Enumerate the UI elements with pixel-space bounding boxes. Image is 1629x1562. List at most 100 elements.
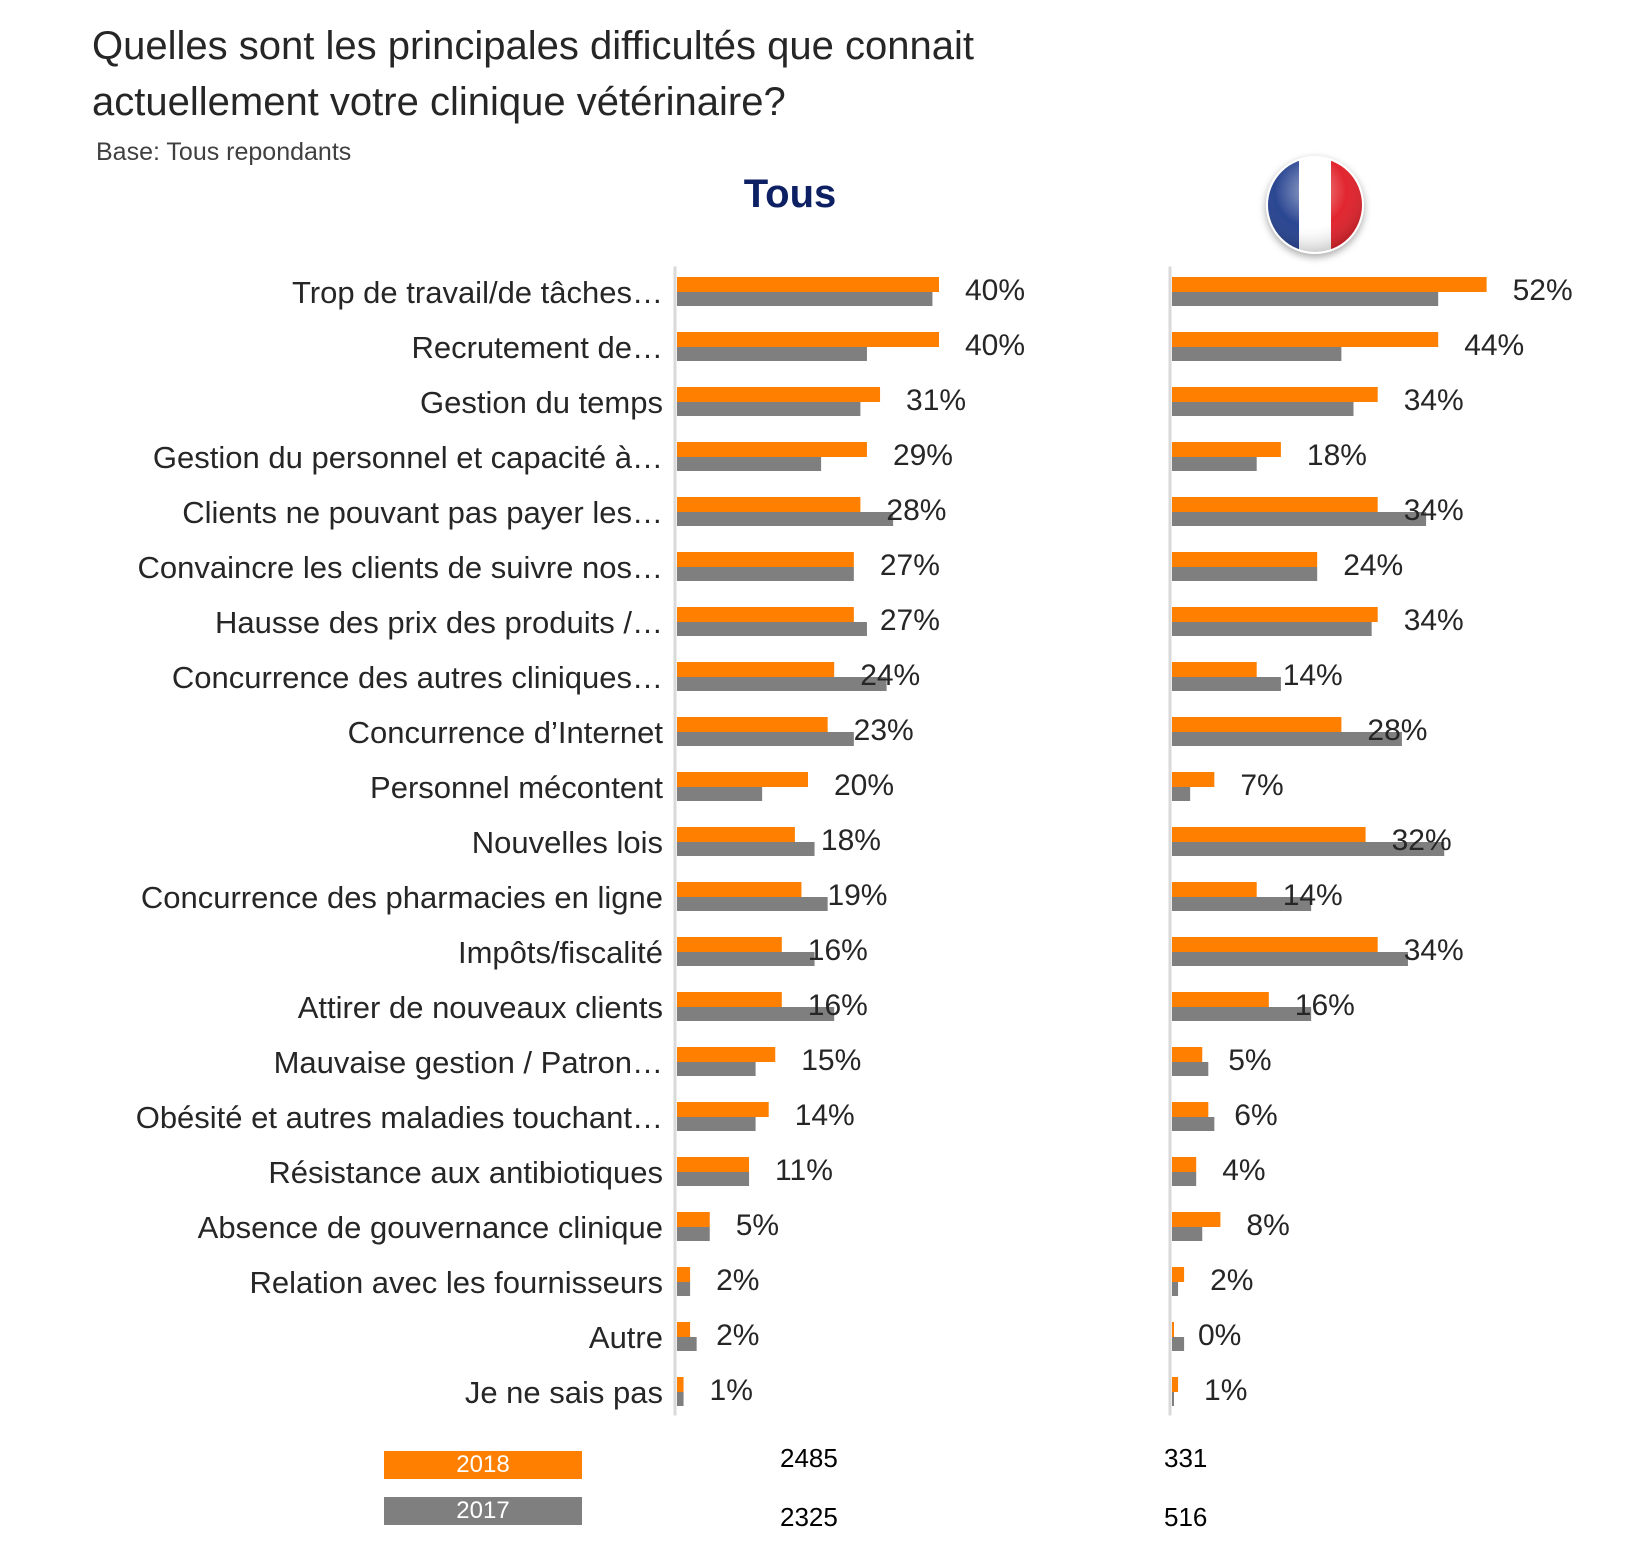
bar-2018-france — [1172, 1157, 1197, 1172]
data-label-tous: 27% — [880, 549, 940, 582]
bar-2018-france — [1172, 1212, 1221, 1227]
data-label-france: 14% — [1283, 659, 1343, 692]
chart-title-line-2: actuellement votre clinique vétérinaire? — [92, 80, 786, 124]
category-label: Personnel mécontent — [370, 770, 663, 805]
bar-2018-tous — [677, 882, 802, 897]
category-label: Convaincre les clients de suivre nos… — [137, 550, 663, 585]
bar-2017-tous — [677, 952, 815, 966]
bar-2018-france — [1172, 1377, 1179, 1392]
bar-2017-france — [1172, 1227, 1203, 1241]
data-label-tous: 2% — [716, 1264, 759, 1297]
bar-2018-france — [1172, 442, 1281, 457]
bar-2018-france — [1172, 772, 1215, 787]
bar-2018-france — [1172, 607, 1378, 622]
data-label-france: 28% — [1367, 714, 1427, 747]
category-label: Résistance aux antibiotiques — [268, 1155, 663, 1190]
data-label-tous: 14% — [795, 1099, 855, 1132]
category-label: Clients ne pouvant pas payer les… — [182, 495, 663, 530]
bar-2017-tous — [677, 1172, 750, 1186]
data-label-france: 0% — [1198, 1319, 1241, 1352]
bar-2018-tous — [677, 1157, 750, 1172]
bar-2017-tous — [677, 1062, 756, 1076]
category-label: Gestion du personnel et capacité à… — [153, 440, 663, 475]
bar-2017-france — [1172, 1282, 1179, 1296]
bar-2018-france — [1172, 552, 1318, 567]
data-label-tous: 29% — [893, 439, 953, 472]
bar-2017-france — [1172, 952, 1408, 966]
bar-2017-france — [1172, 1337, 1185, 1351]
category-label: Attirer de nouveaux clients — [298, 990, 663, 1025]
data-label-tous: 16% — [808, 989, 868, 1022]
bar-2017-tous — [677, 292, 933, 306]
data-label-france: 6% — [1234, 1099, 1277, 1132]
data-label-france: 2% — [1210, 1264, 1253, 1297]
data-label-tous: 19% — [827, 879, 887, 912]
bar-2017-france — [1172, 1062, 1209, 1076]
bar-2018-tous — [677, 497, 861, 512]
bar-2017-tous — [677, 897, 828, 911]
category-label: Concurrence des autres cliniques… — [172, 660, 663, 695]
category-label: Concurrence d’Internet — [348, 715, 664, 750]
data-label-tous: 15% — [801, 1044, 861, 1077]
bar-2018-tous — [677, 442, 867, 457]
bar-2017-tous — [677, 457, 822, 471]
bar-2018-france — [1172, 277, 1487, 292]
bar-2017-tous — [677, 347, 867, 361]
bar-2018-france — [1172, 827, 1366, 842]
bar-2017-france — [1172, 1007, 1312, 1021]
data-label-tous: 20% — [834, 769, 894, 802]
bar-2018-tous — [677, 1212, 710, 1227]
bar-2018-tous — [677, 607, 854, 622]
bar-2018-france — [1172, 1267, 1185, 1282]
data-label-tous: 18% — [821, 824, 881, 857]
bar-2018-france — [1172, 662, 1257, 677]
category-label: Impôts/fiscalité — [458, 935, 663, 970]
data-label-france: 24% — [1343, 549, 1403, 582]
bar-2017-tous — [677, 567, 854, 581]
sample-size-france-2018: 331 — [1164, 1443, 1208, 1473]
category-label: Trop de travail/de tâches… — [292, 275, 663, 310]
bar-2018-tous — [677, 277, 939, 292]
bar-2018-france — [1172, 332, 1439, 347]
bar-2018-tous — [677, 827, 795, 842]
data-label-france: 18% — [1307, 439, 1367, 472]
bar-2018-tous — [677, 717, 828, 732]
bar-2018-france — [1172, 992, 1269, 1007]
bar-2017-tous — [677, 1392, 684, 1406]
data-label-france: 34% — [1404, 934, 1464, 967]
category-label: Gestion du temps — [420, 385, 663, 420]
bar-2017-tous — [677, 732, 854, 746]
bar-2018-tous — [677, 1102, 769, 1117]
bar-2018-france — [1172, 387, 1378, 402]
legend-swatch-2018: 2018 — [384, 1451, 582, 1479]
data-label-tous: 11% — [775, 1154, 833, 1187]
data-label-tous: 27% — [880, 604, 940, 637]
data-label-tous: 23% — [854, 714, 914, 747]
data-label-france: 8% — [1246, 1209, 1289, 1242]
bar-2018-tous — [677, 662, 835, 677]
data-label-tous: 2% — [716, 1319, 759, 1352]
bar-2017-tous — [677, 402, 861, 416]
data-label-tous: 16% — [808, 934, 868, 967]
chart-title: Quelles sont les principales difficultés… — [92, 18, 1192, 130]
bar-2017-tous — [677, 622, 867, 636]
data-label-france: 14% — [1283, 879, 1343, 912]
legend-swatch-2017: 2017 — [384, 1497, 582, 1525]
bar-2017-tous — [677, 677, 887, 691]
data-label-tous: 1% — [710, 1374, 753, 1407]
data-label-france: 34% — [1404, 604, 1464, 637]
data-label-tous: 5% — [736, 1209, 779, 1242]
data-label-france: 4% — [1222, 1154, 1265, 1187]
data-label-france: 34% — [1404, 494, 1464, 527]
bar-2017-france — [1172, 622, 1372, 636]
base-note: Base: Tous repondants — [96, 138, 352, 166]
bar-2017-france — [1172, 787, 1191, 801]
data-label-france: 44% — [1464, 329, 1524, 362]
bar-2017-tous — [677, 512, 894, 526]
category-label: Je ne sais pas — [465, 1375, 663, 1410]
data-label-tous: 31% — [906, 384, 966, 417]
bar-2017-tous — [677, 787, 763, 801]
bar-2018-tous — [677, 387, 881, 402]
data-label-france: 5% — [1228, 1044, 1271, 1077]
